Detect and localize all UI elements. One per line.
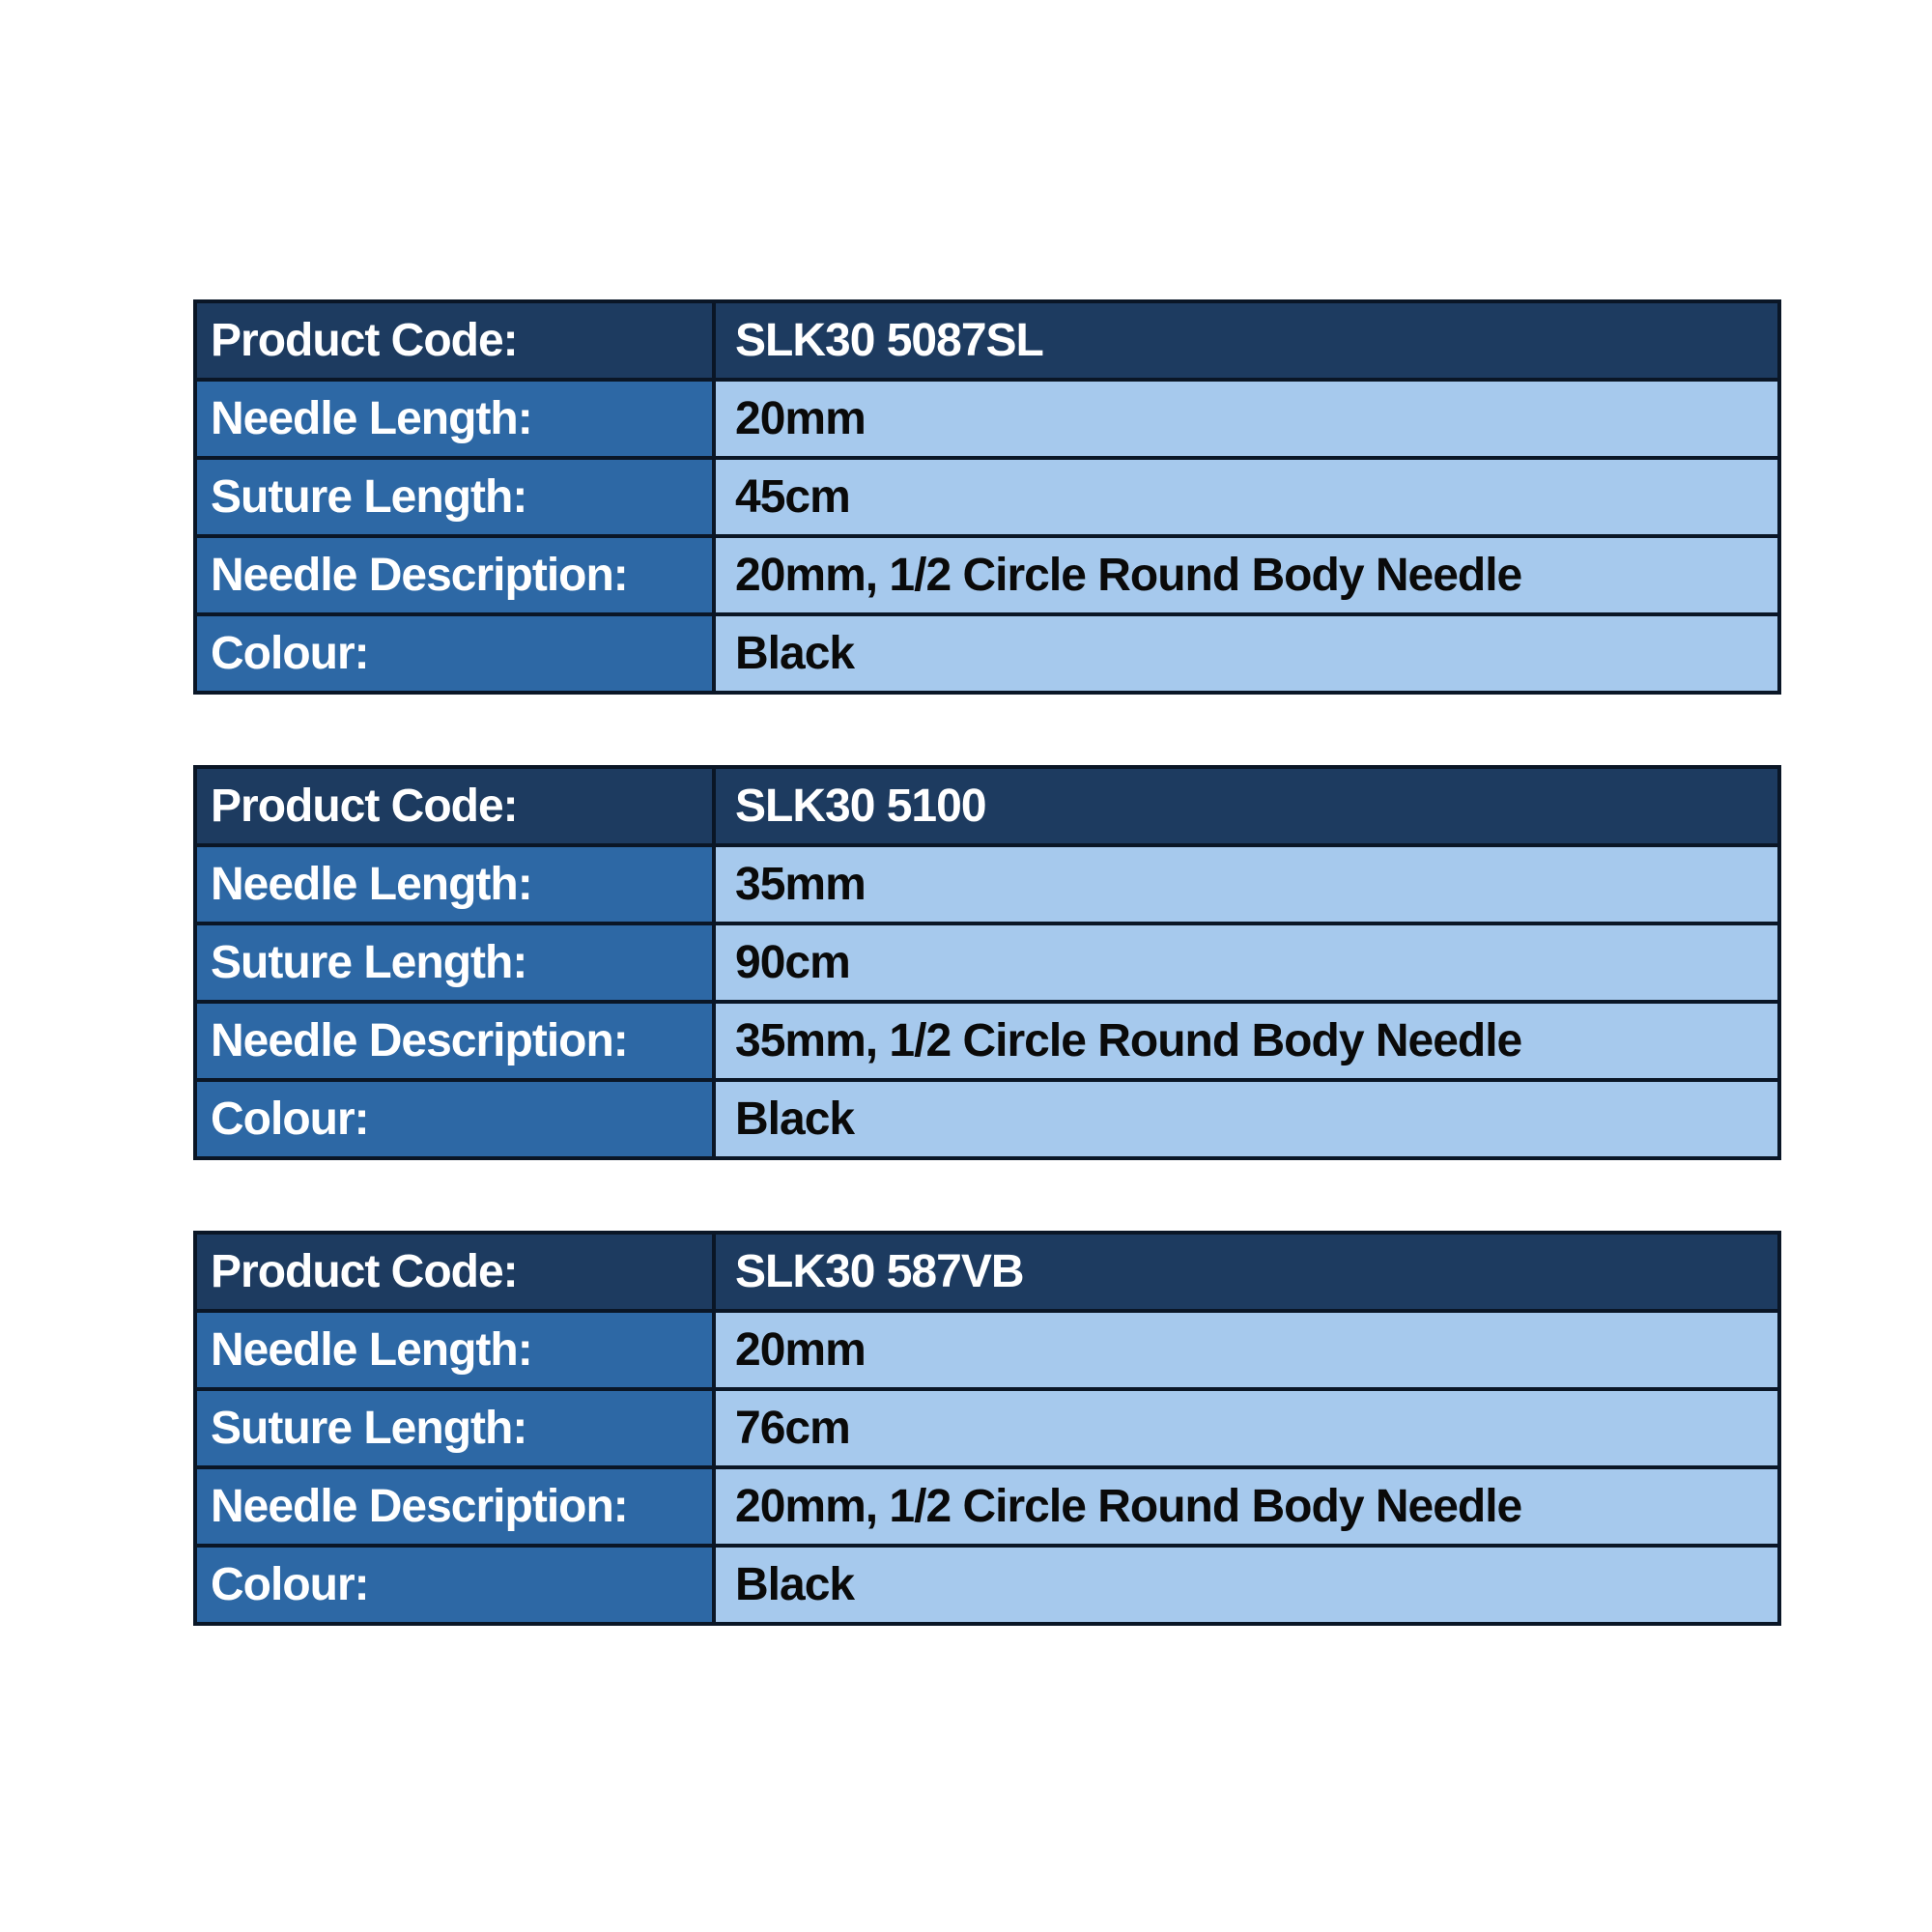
suture-length-row: Suture Length: 76cm — [193, 1387, 1781, 1469]
spec-value-cell: 20mm, 1/2 Circle Round Body Needle — [712, 534, 1781, 616]
spec-label: Suture Length: — [211, 471, 527, 523]
spec-value: Black — [735, 1559, 855, 1610]
product-spec-table-3: Product Code: SLK30 587VB Needle Length:… — [193, 1231, 1781, 1626]
spec-label-cell: Needle Length: — [193, 378, 716, 460]
spec-label: Suture Length: — [211, 937, 527, 988]
spec-label-cell: Colour: — [193, 1078, 716, 1160]
spec-value-cell: SLK30 5100 — [712, 765, 1781, 847]
spec-value: Black — [735, 1094, 855, 1145]
colour-row: Colour: Black — [193, 1544, 1781, 1626]
spec-tables-container: Product Code: SLK30 5087SL Needle Length… — [193, 299, 1781, 1696]
spec-label: Needle Length: — [211, 393, 533, 444]
spec-value: 35mm — [735, 859, 867, 910]
spec-value: SLK30 5087SL — [735, 315, 1044, 366]
spec-label-cell: Product Code: — [193, 299, 716, 382]
spec-label-cell: Needle Description: — [193, 1465, 716, 1548]
needle-description-row: Needle Description: 35mm, 1/2 Circle Rou… — [193, 1000, 1781, 1082]
spec-value: 20mm — [735, 1324, 867, 1376]
product-spec-table-2: Product Code: SLK30 5100 Needle Length: … — [193, 765, 1781, 1160]
spec-value-cell: 90cm — [712, 922, 1781, 1004]
spec-label-cell: Suture Length: — [193, 1387, 716, 1469]
spec-label-cell: Needle Length: — [193, 843, 716, 925]
suture-length-row: Suture Length: 90cm — [193, 922, 1781, 1004]
product-code-row: Product Code: SLK30 587VB — [193, 1231, 1781, 1313]
colour-row: Colour: Black — [193, 612, 1781, 695]
spec-value-cell: 20mm, 1/2 Circle Round Body Needle — [712, 1465, 1781, 1548]
spec-value: 45cm — [735, 471, 851, 523]
spec-label: Colour: — [211, 1094, 370, 1145]
spec-value-cell: Black — [712, 612, 1781, 695]
spec-label: Suture Length: — [211, 1403, 527, 1454]
spec-value: 20mm, 1/2 Circle Round Body Needle — [735, 550, 1522, 601]
spec-value-cell: 20mm — [712, 1309, 1781, 1391]
spec-label-cell: Needle Length: — [193, 1309, 716, 1391]
spec-value-cell: 35mm — [712, 843, 1781, 925]
spec-value-cell: SLK30 5087SL — [712, 299, 1781, 382]
spec-label-cell: Colour: — [193, 1544, 716, 1626]
spec-value: 35mm, 1/2 Circle Round Body Needle — [735, 1015, 1522, 1066]
spec-label: Product Code: — [211, 781, 519, 832]
spec-value-cell: 45cm — [712, 456, 1781, 538]
spec-value-cell: 20mm — [712, 378, 1781, 460]
spec-label: Needle Description: — [211, 550, 629, 601]
spec-value: Black — [735, 628, 855, 679]
spec-value: 90cm — [735, 937, 851, 988]
spec-label: Product Code: — [211, 315, 519, 366]
spec-label-cell: Needle Description: — [193, 534, 716, 616]
spec-label: Needle Description: — [211, 1015, 629, 1066]
spec-label-cell: Suture Length: — [193, 456, 716, 538]
spec-value-cell: SLK30 587VB — [712, 1231, 1781, 1313]
spec-value-cell: Black — [712, 1078, 1781, 1160]
spec-value: 20mm — [735, 393, 867, 444]
spec-label-cell: Colour: — [193, 612, 716, 695]
spec-label-cell: Product Code: — [193, 1231, 716, 1313]
spec-label-cell: Suture Length: — [193, 922, 716, 1004]
spec-value: 20mm, 1/2 Circle Round Body Needle — [735, 1481, 1522, 1532]
spec-value-cell: 35mm, 1/2 Circle Round Body Needle — [712, 1000, 1781, 1082]
needle-length-row: Needle Length: 20mm — [193, 378, 1781, 460]
spec-value-cell: Black — [712, 1544, 1781, 1626]
needle-length-row: Needle Length: 35mm — [193, 843, 1781, 925]
product-code-row: Product Code: SLK30 5100 — [193, 765, 1781, 847]
needle-length-row: Needle Length: 20mm — [193, 1309, 1781, 1391]
colour-row: Colour: Black — [193, 1078, 1781, 1160]
spec-value-cell: 76cm — [712, 1387, 1781, 1469]
product-code-row: Product Code: SLK30 5087SL — [193, 299, 1781, 382]
spec-value: SLK30 5100 — [735, 781, 987, 832]
spec-value: 76cm — [735, 1403, 851, 1454]
spec-label-cell: Product Code: — [193, 765, 716, 847]
spec-label: Colour: — [211, 628, 370, 679]
spec-label: Needle Length: — [211, 859, 533, 910]
spec-label-cell: Needle Description: — [193, 1000, 716, 1082]
spec-label: Product Code: — [211, 1246, 519, 1297]
spec-value: SLK30 587VB — [735, 1246, 1024, 1297]
suture-length-row: Suture Length: 45cm — [193, 456, 1781, 538]
spec-label: Needle Length: — [211, 1324, 533, 1376]
spec-label: Needle Description: — [211, 1481, 629, 1532]
product-spec-table-1: Product Code: SLK30 5087SL Needle Length… — [193, 299, 1781, 695]
spec-label: Colour: — [211, 1559, 370, 1610]
needle-description-row: Needle Description: 20mm, 1/2 Circle Rou… — [193, 534, 1781, 616]
needle-description-row: Needle Description: 20mm, 1/2 Circle Rou… — [193, 1465, 1781, 1548]
